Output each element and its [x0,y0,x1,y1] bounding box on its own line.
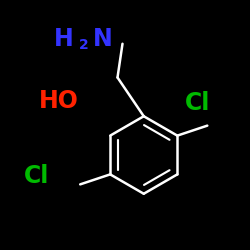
Text: 2: 2 [79,38,88,52]
Text: HO: HO [39,89,78,113]
Text: H: H [54,27,74,51]
Text: Cl: Cl [185,90,210,114]
Text: N: N [92,27,112,51]
Text: Cl: Cl [24,164,49,188]
